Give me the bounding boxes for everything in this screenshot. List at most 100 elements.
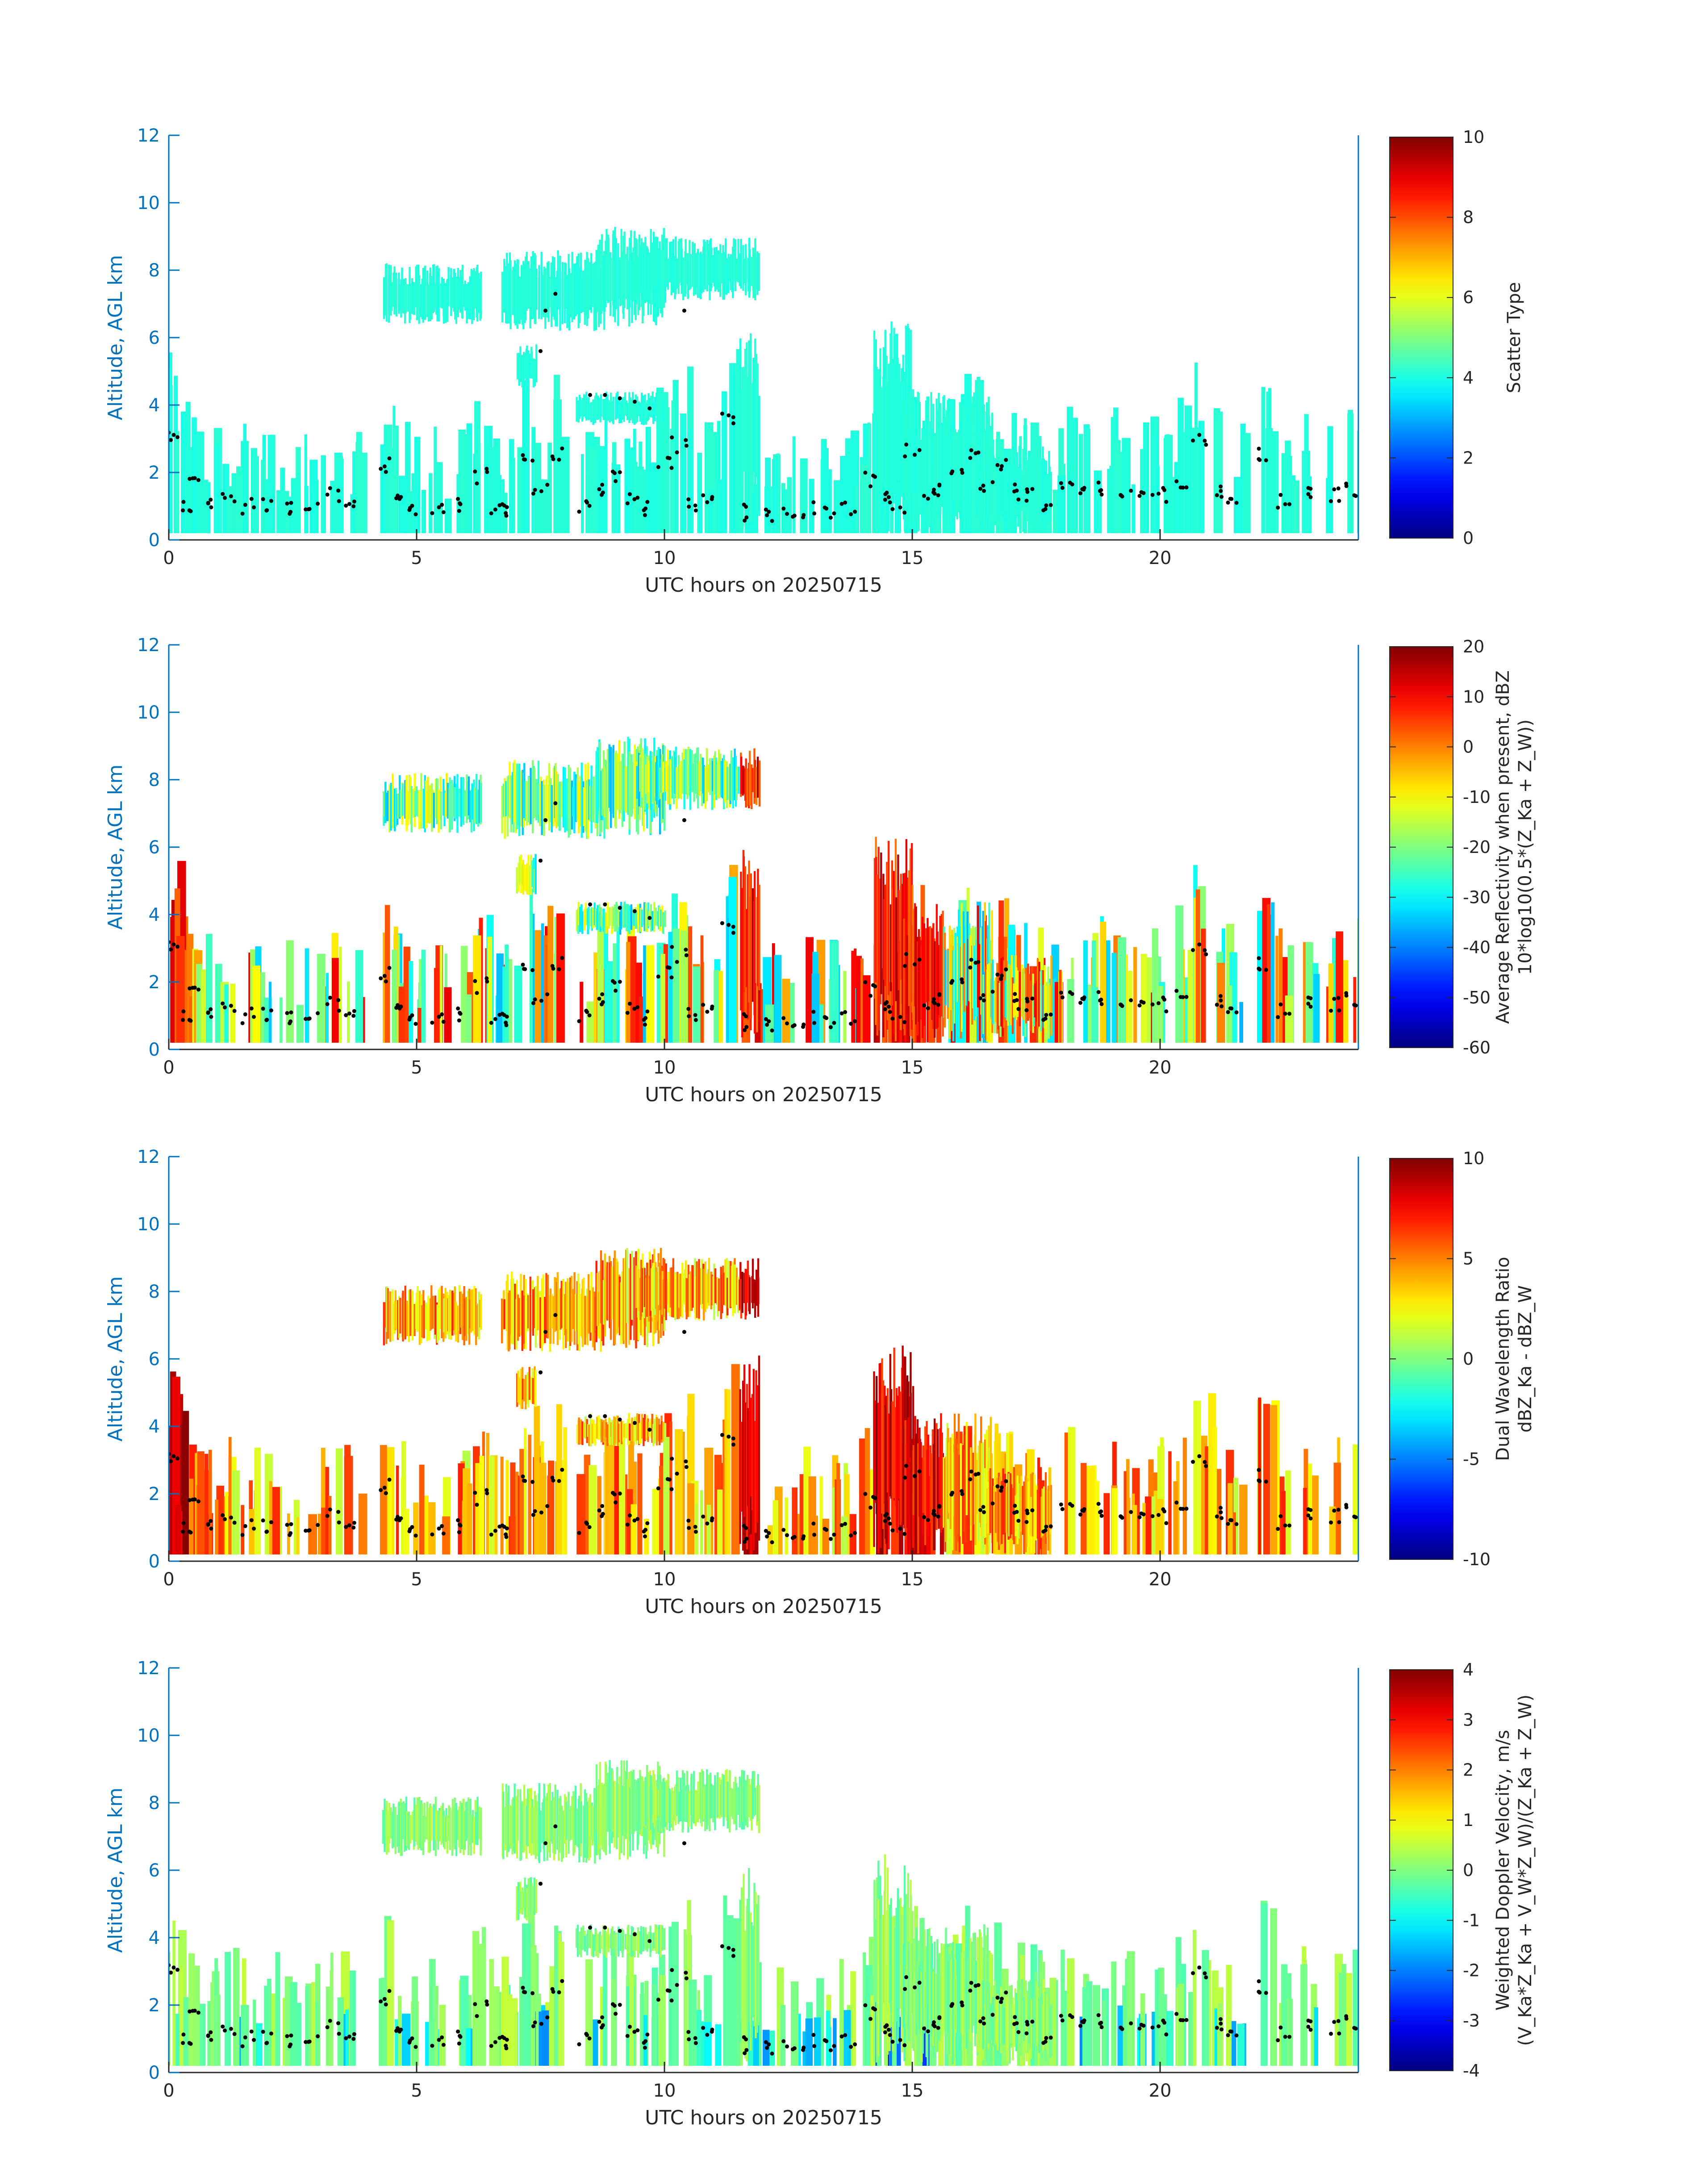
cloud-base-point	[269, 1520, 273, 1525]
echo-column	[758, 253, 760, 291]
echo-column	[438, 1289, 440, 1341]
echo-column	[626, 1248, 628, 1323]
cloud-base-point	[618, 1417, 622, 1422]
echo-column	[572, 787, 574, 816]
echo-column	[268, 982, 272, 1043]
echo-column	[772, 943, 775, 1043]
echo-column	[616, 464, 621, 533]
echo-column	[963, 1950, 965, 2065]
cloud-base-point	[913, 452, 917, 457]
cloud-base-point	[1016, 1519, 1021, 1523]
cloud-base-point	[560, 1467, 564, 1472]
echo-column	[588, 397, 590, 420]
cloud-base-point	[656, 465, 660, 469]
echo-column	[1111, 1961, 1117, 2066]
echo-column	[743, 367, 745, 472]
echo-column	[606, 229, 608, 301]
cloud-base-point	[1157, 1513, 1161, 1517]
echo-column	[398, 986, 405, 1043]
cloud-base-point	[1060, 2018, 1065, 2022]
echo-column	[665, 761, 668, 792]
cloud-base-point	[781, 2039, 786, 2043]
cloud-base-point	[1219, 495, 1224, 499]
cloud-base-point	[1164, 1521, 1169, 1525]
cloud-base-point	[187, 508, 192, 513]
echo-column	[510, 775, 512, 832]
cloud-base-point	[682, 309, 686, 313]
echo-column	[522, 1887, 524, 1915]
echo-column	[1037, 1987, 1039, 2041]
echo-column	[509, 761, 511, 819]
echo-column	[1004, 980, 1007, 1018]
echo-column	[629, 1935, 631, 1957]
echo-column	[588, 1425, 590, 1446]
echo-column	[1031, 461, 1033, 530]
echo-column	[542, 1274, 544, 1345]
echo-column	[467, 1797, 470, 1855]
cloud-base-point	[849, 512, 853, 516]
echo-column	[544, 1297, 546, 1343]
cloud-base-point	[1164, 1009, 1169, 1014]
echo-column	[664, 910, 666, 927]
echo-column	[635, 394, 637, 424]
echo-column	[635, 1932, 637, 1951]
echo-column	[532, 1378, 534, 1404]
echo-column	[972, 1933, 975, 2026]
cloud-base-point	[543, 1330, 548, 1334]
cloud-base-point	[926, 2029, 930, 2034]
echo-column	[514, 1784, 516, 1854]
cloud-base-point	[289, 1522, 293, 1526]
echo-column	[752, 1926, 754, 2018]
cloud-base-point	[1308, 996, 1313, 1000]
echo-column	[553, 399, 562, 533]
echo-column	[643, 395, 645, 425]
cloud-base-point	[306, 1528, 311, 1533]
echo-column	[392, 786, 394, 829]
y-axis-label: Altitude, AGL km	[104, 1276, 127, 1442]
echo-column	[454, 787, 456, 819]
cloud-base-point	[1219, 1506, 1223, 1510]
echo-column	[451, 277, 454, 308]
echo-column	[751, 1779, 753, 1830]
echo-column	[556, 1933, 561, 2066]
echo-column	[584, 1935, 586, 1951]
echo-column	[623, 1760, 625, 1855]
echo-column	[610, 1261, 612, 1340]
echo-column	[627, 1925, 630, 1951]
y-tick-label: 10	[137, 1726, 160, 1746]
echo-column	[652, 1770, 655, 1823]
echo-column	[655, 1787, 657, 1821]
cloud-base-point	[533, 488, 537, 492]
echo-column	[997, 1488, 999, 1542]
echo-column	[880, 852, 882, 994]
cloud-base-point	[399, 1004, 403, 1009]
echo-column	[576, 256, 578, 314]
echo-column	[879, 1876, 881, 2064]
echo-column	[822, 1518, 829, 1554]
cloud-base-point	[937, 992, 942, 996]
echo-column	[1326, 986, 1330, 1043]
echo-column	[1155, 434, 1158, 533]
echo-column	[1029, 1980, 1031, 2050]
echo-column	[454, 1797, 456, 1849]
cloud-base-point	[530, 1479, 535, 1484]
cloud-base-point	[337, 499, 341, 503]
echo-column	[571, 252, 573, 322]
cloud-base-point	[627, 1513, 632, 1518]
cloud-base-point	[175, 1968, 180, 1972]
cloud-base-point	[240, 1021, 245, 1025]
echo-column	[713, 1787, 715, 1822]
echo-column	[990, 1952, 992, 2047]
echo-column	[952, 1942, 954, 2061]
cloud-base-point	[1278, 493, 1283, 497]
echo-column	[175, 431, 180, 533]
cloud-base-point	[1024, 1520, 1029, 1524]
echo-column	[197, 1451, 205, 1554]
cloud-base-point	[597, 487, 601, 491]
echo-column	[396, 279, 398, 317]
echo-column	[430, 785, 432, 823]
cloud-base-point	[849, 1534, 853, 1538]
echo-column	[429, 473, 433, 533]
cloud-base-point	[458, 1523, 463, 1528]
echo-column	[524, 1428, 527, 1554]
